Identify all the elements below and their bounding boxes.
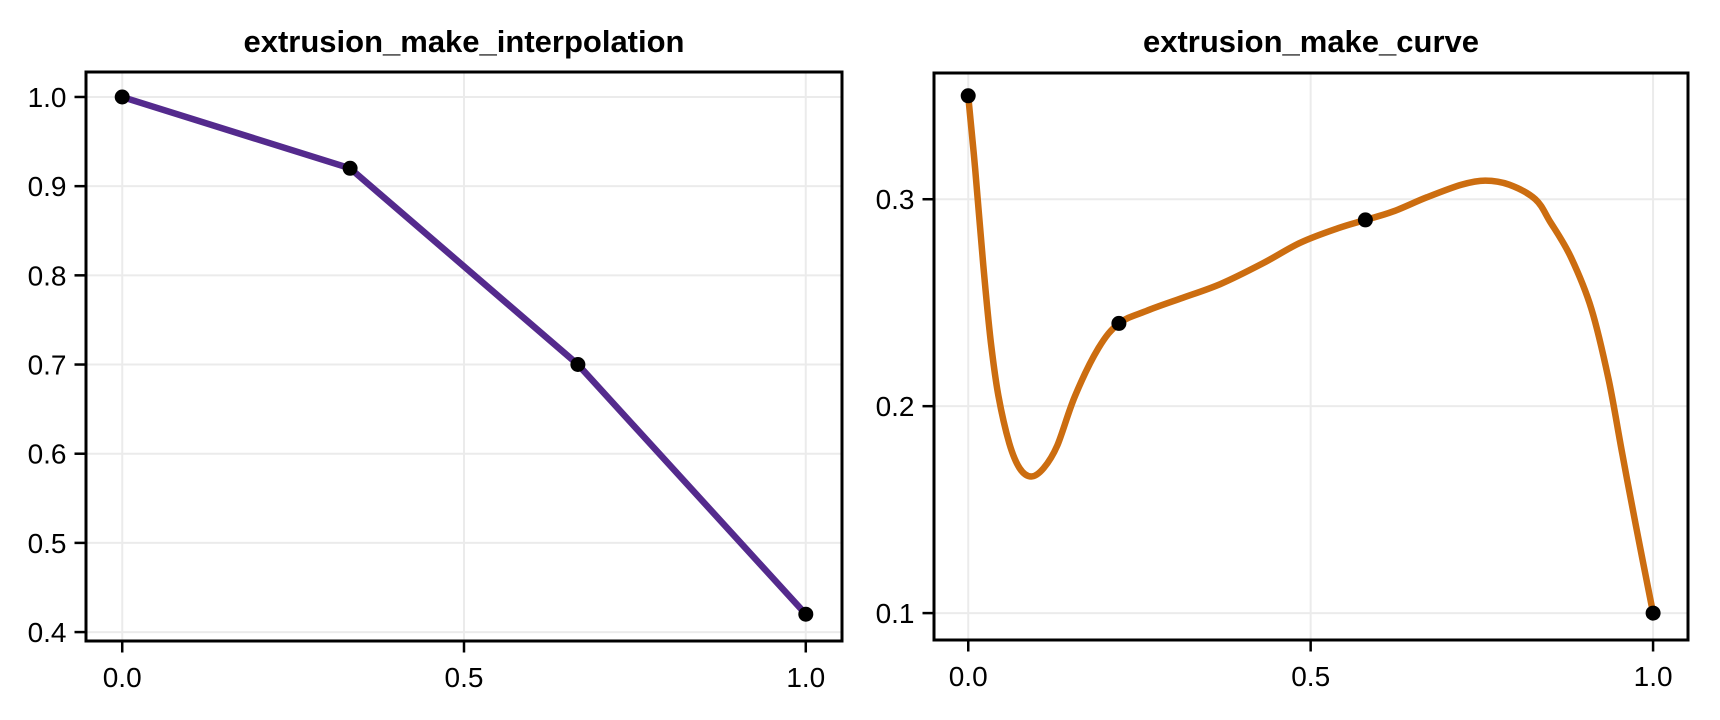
y-tick-label: 0.1 <box>876 598 915 629</box>
y-tick-label: 0.8 <box>28 260 67 291</box>
data-point-marker <box>342 160 358 176</box>
y-tick-label: 0.4 <box>28 617 67 648</box>
plot-frame <box>932 71 1690 642</box>
panel-title: extrusion_make_curve <box>1143 24 1479 59</box>
x-tick-label: 0.0 <box>949 661 988 692</box>
plot-frame <box>84 70 844 643</box>
y-tick-label: 0.6 <box>28 439 67 470</box>
y-tick-label: 0.2 <box>876 391 915 422</box>
panel-title: extrusion_make_interpolation <box>243 24 684 59</box>
y-tick-label: 1.0 <box>28 82 67 113</box>
x-tick-label: 1.0 <box>1634 661 1673 692</box>
y-tick-label: 0.5 <box>28 528 67 559</box>
data-point-marker <box>960 88 976 104</box>
data-point-marker <box>1645 605 1661 621</box>
chart-panel-2: 0.0 0.5 1.0 0.1 0.2 0.3 extrusion_make_curve <box>876 24 1690 692</box>
x-tick-label: 1.0 <box>786 662 825 693</box>
series-line <box>118 93 810 618</box>
y-tick-label: 0.3 <box>876 184 915 215</box>
x-tick-label: 0.0 <box>103 662 142 693</box>
data-point-marker <box>798 606 814 622</box>
x-tick-label: 0.5 <box>445 662 484 693</box>
y-tick-label: 0.9 <box>28 171 67 202</box>
x-tick-label: 0.5 <box>1291 661 1330 692</box>
series-line <box>964 92 1657 617</box>
chart-panel-1: 0.0 0.5 1.0 0.4 0.5 0.6 0.7 0.8 0.9 1.0 extrusion_… <box>28 24 844 693</box>
y-tick-label: 0.7 <box>28 350 67 381</box>
data-point-marker <box>114 89 130 105</box>
data-point-marker <box>1111 315 1127 331</box>
data-point-marker <box>1357 212 1373 228</box>
data-point-marker <box>570 357 586 372</box>
